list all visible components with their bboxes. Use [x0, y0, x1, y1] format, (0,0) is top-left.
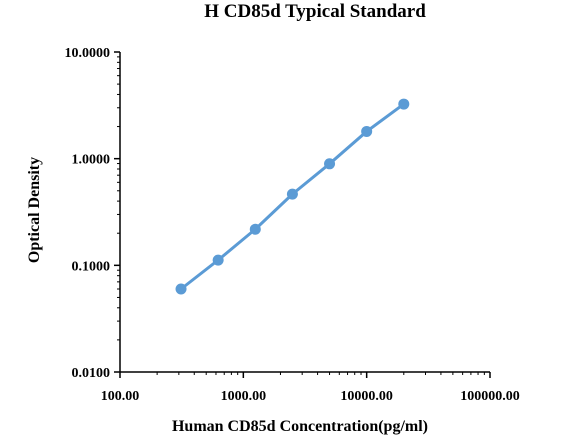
y-tick-label: 0.0100	[72, 366, 111, 381]
data-point	[324, 158, 336, 170]
x-tick-label: 100.00	[101, 389, 140, 404]
y-tick-label: 0.1000	[72, 259, 111, 274]
plot-area	[175, 98, 410, 295]
y-tick-label: 1.0000	[72, 153, 111, 168]
data-point	[175, 283, 187, 295]
y-axis-label: Optical Density	[26, 157, 43, 263]
data-point	[361, 125, 373, 137]
data-point	[398, 98, 410, 110]
data-point	[286, 188, 298, 200]
x-axis-label: Human CD85d Concentration(pg/ml)	[172, 418, 428, 435]
y-tick-label: 10.0000	[65, 46, 111, 61]
x-axis: 100.00 1000.00 10000.00 100000.00	[101, 371, 520, 404]
x-tick-label: 10000.00	[340, 389, 393, 404]
x-tick-label: 1000.00	[221, 389, 267, 404]
data-point	[249, 223, 261, 235]
data-point	[212, 254, 224, 266]
x-tick-label: 100000.00	[460, 389, 520, 404]
y-axis: 0.0100 0.1000 1.0000 10.0000	[65, 46, 121, 381]
chart-title: H CD85d Typical Standard	[204, 1, 426, 22]
